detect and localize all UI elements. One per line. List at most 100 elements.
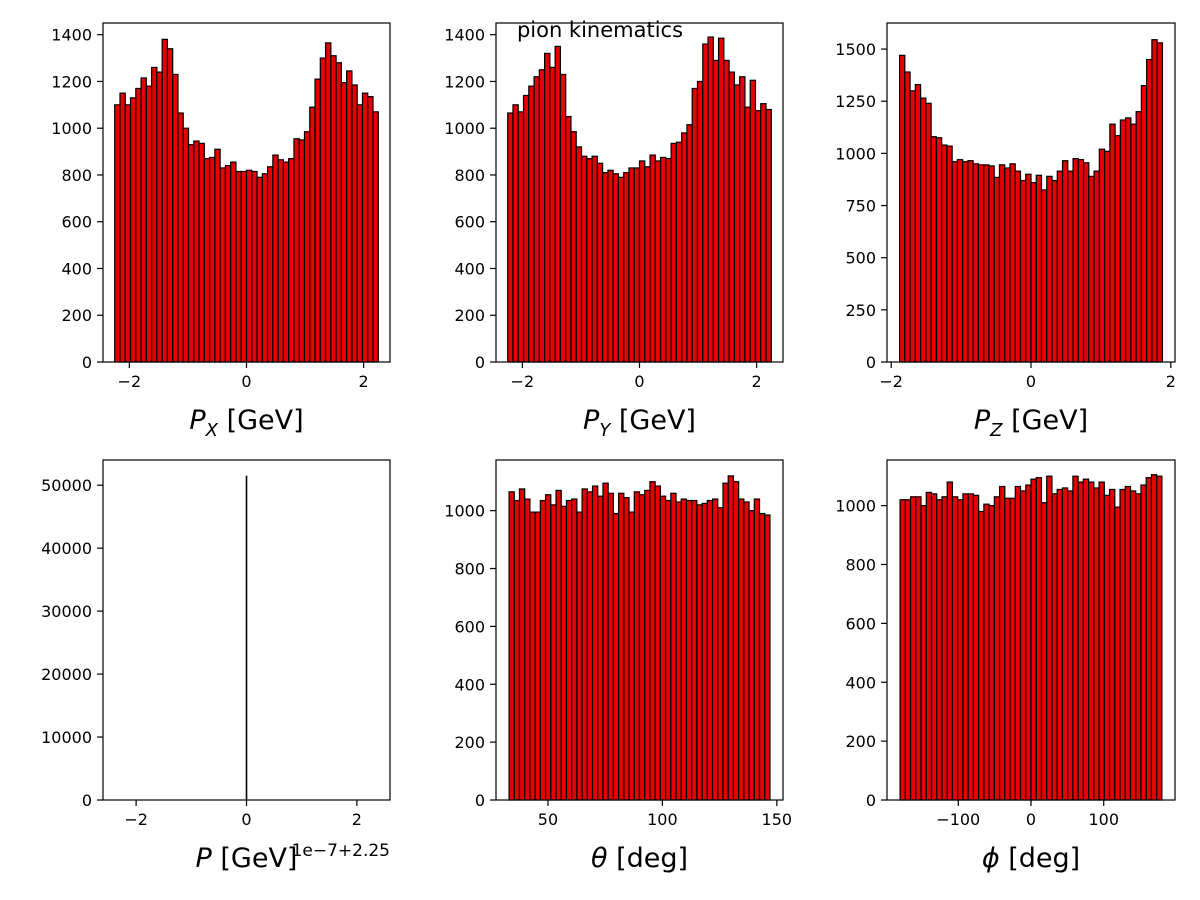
x-tick-label-px-0: −2 <box>118 372 142 391</box>
bar-phi-48 <box>1150 474 1158 801</box>
bar-theta-28 <box>654 485 661 801</box>
bar-px-38 <box>314 78 321 363</box>
bar-pz-38 <box>1098 148 1106 363</box>
bar-pz-12 <box>962 161 969 363</box>
bar-px-27 <box>256 176 263 363</box>
y-tick-label-px-7: 1400 <box>51 26 92 45</box>
bar-theta-46 <box>748 510 755 801</box>
bar-phi-15 <box>978 510 985 801</box>
bar-theta-29 <box>659 495 667 801</box>
x-tick-label-p-0: −2 <box>124 810 148 829</box>
bar-theta-20 <box>612 512 620 801</box>
y-tick-label-p-1: 10000 <box>41 728 92 747</box>
bar-theta-18 <box>602 482 609 801</box>
bar-py-30 <box>665 158 672 363</box>
y-tick-label-px-6: 1200 <box>51 72 92 91</box>
bar-phi-7 <box>936 499 943 801</box>
bar-px-1 <box>119 92 126 363</box>
bar-px-20 <box>219 167 227 363</box>
bar-phi-3 <box>915 496 922 801</box>
bar-pz-4 <box>920 97 927 363</box>
y-tick-label-phi-4: 800 <box>845 556 876 575</box>
bar-py-31 <box>670 142 678 363</box>
x-axis-label-px: PX [GeV] <box>189 405 303 441</box>
bar-py-23 <box>628 167 635 363</box>
bar-phi-8 <box>941 496 948 801</box>
subplot-theta: 50 100 150 0 200 400 600 800 1000 θ [deg] <box>444 459 792 874</box>
bar-theta-47 <box>753 498 761 801</box>
bar-phi-47 <box>1145 477 1153 801</box>
y-tick-label-theta-2: 400 <box>454 675 485 694</box>
bar-theta-34 <box>685 499 693 801</box>
bar-phi-43 <box>1124 485 1132 801</box>
y-tick-label-py-4: 800 <box>454 166 485 185</box>
bar-py-19 <box>607 169 614 363</box>
bar-theta-14 <box>581 488 588 801</box>
bar-theta-42 <box>727 475 735 801</box>
bar-pz-21 <box>1009 163 1016 363</box>
bar-pz-1 <box>904 71 911 363</box>
bar-theta-45 <box>743 501 750 801</box>
bar-theta-12 <box>571 498 578 801</box>
bar-theta-15 <box>586 491 594 801</box>
y-tick-label-phi-2: 400 <box>845 673 876 692</box>
bar-theta-33 <box>680 498 688 801</box>
bar-phi-46 <box>1140 484 1147 801</box>
bar-phi-45 <box>1135 493 1142 801</box>
bar-theta-48 <box>758 512 766 801</box>
bar-pz-16 <box>983 164 990 363</box>
bar-phi-32 <box>1067 490 1074 801</box>
bar-theta-21 <box>618 492 625 801</box>
bar-pz-35 <box>1082 162 1090 363</box>
y-tick-label-phi-3: 600 <box>845 614 876 633</box>
y-tick-label-p-3: 30000 <box>41 602 92 621</box>
y-tick-label-phi-5: 1000 <box>835 497 876 516</box>
bar-phi-14 <box>972 494 980 801</box>
y-tick-label-p-2: 20000 <box>41 665 92 684</box>
y-tick-label-px-3: 600 <box>61 213 92 232</box>
bar-theta-4 <box>529 511 536 801</box>
y-tick-label-py-1: 200 <box>454 306 485 325</box>
bar-theta-0 <box>508 491 515 801</box>
bar-px-15 <box>193 140 200 363</box>
figure-suptitle: pion kinematics <box>517 18 683 42</box>
bar-px-28 <box>261 173 269 363</box>
x-axis-label-phi: ϕ [deg] <box>982 843 1080 874</box>
bar-py-9 <box>554 45 562 363</box>
bar-pz-23 <box>1019 179 1027 363</box>
bar-theta-31 <box>670 492 677 801</box>
y-tick-label-pz-6: 1500 <box>835 40 876 59</box>
bar-phi-0 <box>899 499 906 801</box>
x-tick-label-py-0: −2 <box>511 372 535 391</box>
bar-px-0 <box>114 104 121 363</box>
bar-px-46 <box>356 104 364 363</box>
bar-px-13 <box>182 127 190 363</box>
y-tick-label-pz-2: 500 <box>845 249 876 268</box>
bar-py-14 <box>580 155 588 363</box>
y-tick-label-theta-5: 1000 <box>444 502 485 521</box>
bar-theta-6 <box>539 499 547 801</box>
bar-pz-5 <box>925 102 932 363</box>
y-tick-label-pz-1: 250 <box>845 301 876 320</box>
y-tick-label-p-0: 0 <box>82 791 92 810</box>
bar-px-7 <box>151 66 158 363</box>
x-tick-label-py-2: 2 <box>752 372 762 391</box>
bar-pz-2 <box>909 90 916 363</box>
bar-px-17 <box>203 158 211 363</box>
bar-phi-24 <box>1025 484 1032 801</box>
bar-px-16 <box>198 142 205 363</box>
axes-frame-theta <box>495 459 784 801</box>
bar-phi-22 <box>1014 485 1022 801</box>
bar-py-5 <box>533 76 540 363</box>
bar-phi-23 <box>1019 490 1027 801</box>
x-tick-label-px-1: 0 <box>241 372 251 391</box>
bar-pz-20 <box>1004 167 1011 363</box>
bar-py-27 <box>649 154 656 363</box>
bar-px-5 <box>140 77 147 363</box>
bar-pz-19 <box>998 164 1006 363</box>
bar-theta-9 <box>555 489 562 801</box>
bar-theta-24 <box>633 491 641 801</box>
bar-py-2 <box>517 111 525 363</box>
